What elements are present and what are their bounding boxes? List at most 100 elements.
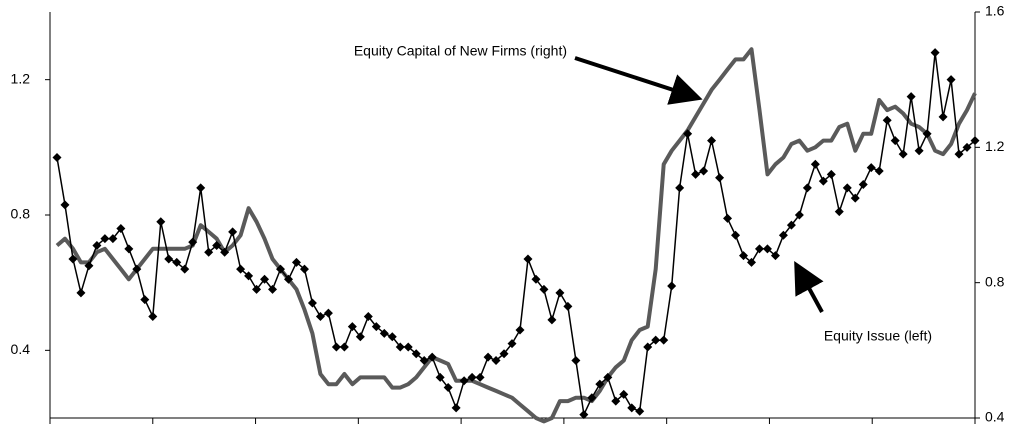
marker <box>770 251 780 261</box>
y2-tick-label: 1.2 <box>985 138 1005 154</box>
marker <box>467 372 477 382</box>
marker <box>754 244 764 254</box>
marker <box>76 288 86 298</box>
marker <box>52 152 62 162</box>
marker <box>627 403 637 413</box>
marker <box>922 129 932 139</box>
marker <box>579 410 589 420</box>
marker <box>531 274 541 284</box>
marker <box>834 207 844 217</box>
marker <box>339 342 349 352</box>
marker <box>196 183 206 193</box>
marker <box>778 230 788 240</box>
arrow <box>794 260 824 313</box>
marker <box>667 281 677 291</box>
marker <box>555 288 565 298</box>
marker <box>204 247 214 257</box>
marker <box>731 230 741 240</box>
marker <box>220 247 230 257</box>
marker <box>363 312 373 321</box>
marker <box>898 149 908 159</box>
series-line <box>56 51 976 416</box>
marker <box>411 349 421 359</box>
marker <box>244 271 254 281</box>
marker <box>507 339 517 349</box>
marker <box>587 393 597 403</box>
marker <box>307 298 317 308</box>
marker <box>92 240 102 250</box>
marker <box>882 115 892 125</box>
marker <box>172 257 182 267</box>
marker <box>523 254 533 264</box>
marker <box>762 244 772 254</box>
y-tick-label: 1.2 <box>11 70 31 86</box>
marker <box>140 295 150 305</box>
marker <box>635 406 645 416</box>
y-tick-label: 0.4 <box>11 341 31 357</box>
marker <box>802 183 812 193</box>
marker <box>459 376 469 386</box>
marker <box>283 274 293 284</box>
marker <box>483 352 493 362</box>
marker <box>84 261 94 271</box>
marker <box>547 315 557 325</box>
marker <box>858 180 868 190</box>
marker <box>212 240 222 250</box>
marker <box>571 355 581 365</box>
marker <box>108 234 118 244</box>
marker <box>379 328 389 338</box>
marker <box>371 322 381 332</box>
marker <box>723 213 733 223</box>
arrow <box>574 56 703 105</box>
marker <box>746 257 756 267</box>
marker <box>699 166 709 176</box>
marker <box>962 142 972 152</box>
marker <box>970 136 980 146</box>
marker <box>866 163 876 173</box>
marker <box>164 254 174 264</box>
marker <box>180 264 190 274</box>
series-line <box>55 47 977 424</box>
marker <box>435 372 445 382</box>
y2-tick-label: 0.8 <box>985 273 1005 289</box>
marker <box>619 389 629 399</box>
marker <box>451 403 461 413</box>
marker <box>252 284 262 294</box>
marker <box>387 332 397 342</box>
marker <box>651 335 661 345</box>
marker <box>691 169 701 179</box>
marker <box>491 355 501 365</box>
marker <box>938 112 948 122</box>
marker <box>268 284 278 294</box>
marker <box>299 264 309 274</box>
marker <box>603 372 613 382</box>
y2-tick-label: 0.4 <box>985 409 1005 425</box>
marker <box>132 264 142 274</box>
marker <box>611 396 621 406</box>
marker <box>427 352 437 362</box>
marker <box>946 75 956 85</box>
marker <box>260 274 270 284</box>
x-ticks <box>49 418 976 424</box>
marker <box>116 224 126 234</box>
marker <box>323 308 333 318</box>
marker <box>539 284 549 294</box>
marker <box>124 244 134 254</box>
marker <box>810 159 820 169</box>
marker <box>355 332 365 342</box>
marker <box>60 200 70 210</box>
marker <box>148 312 158 321</box>
marker <box>291 257 301 267</box>
marker <box>850 193 860 203</box>
marker <box>874 166 884 176</box>
marker <box>347 322 357 332</box>
annotation: Equity Issue (left) <box>824 328 932 344</box>
marker <box>403 342 413 352</box>
y-tick-label: 0.8 <box>11 206 31 222</box>
marker <box>914 146 924 156</box>
marker <box>930 48 940 58</box>
marker <box>499 349 509 359</box>
marker <box>563 301 573 311</box>
marker <box>68 254 78 264</box>
